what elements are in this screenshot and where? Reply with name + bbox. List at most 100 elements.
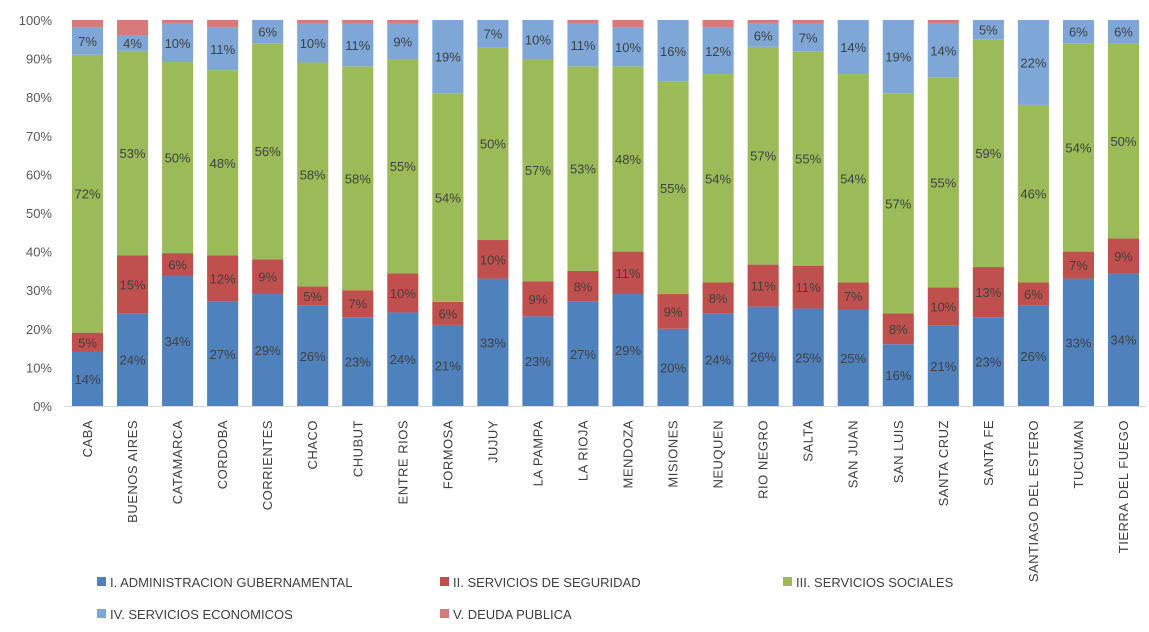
data-label: 14% — [930, 44, 956, 59]
bar-segment — [117, 20, 149, 36]
bar-segment — [342, 317, 374, 406]
data-label: 10% — [930, 300, 956, 315]
bar-segment — [657, 328, 689, 406]
data-label: 54% — [435, 191, 461, 206]
data-label: 6% — [168, 258, 187, 273]
bar-segment — [432, 324, 464, 406]
category-label: ENTRE RIOS — [395, 420, 410, 504]
data-label: 6% — [754, 28, 773, 43]
data-label: 33% — [1065, 335, 1091, 350]
bar-segment — [612, 251, 644, 295]
bar-segment — [162, 62, 194, 254]
bar-segment — [1107, 43, 1140, 239]
data-label: 19% — [885, 50, 911, 65]
data-label: 23% — [975, 355, 1001, 370]
bar-segment — [1107, 20, 1140, 44]
category-label: BUENOS AIRES — [125, 420, 140, 523]
bar-segment — [702, 313, 734, 406]
data-label: 10% — [480, 252, 506, 267]
data-label: 29% — [255, 343, 281, 358]
bar-segment — [162, 276, 194, 406]
category-label: JUJUY — [485, 420, 500, 463]
bar-segment — [1107, 273, 1140, 406]
bar-segment — [522, 58, 554, 282]
bar-segment — [972, 39, 1004, 268]
data-label: 46% — [1020, 187, 1046, 202]
bar-segment — [837, 309, 869, 406]
bar-segment — [882, 20, 914, 94]
category-label: NEUQUEN — [711, 420, 726, 489]
bar-segment — [117, 35, 149, 51]
bar-segment — [927, 77, 959, 288]
bars-group: 14% 5% 72% 7% 24% 15% 53% 4% 34% 6% 50% 10% 27% 12% 48… — [71, 20, 1140, 406]
bar-segment — [1062, 278, 1094, 406]
data-label: 7% — [844, 289, 863, 304]
data-label: 7% — [1069, 258, 1088, 273]
bar-segment — [1017, 20, 1049, 105]
data-label: 11% — [345, 38, 370, 53]
data-label: 55% — [660, 181, 686, 196]
bar-segment — [702, 282, 734, 314]
bar-segment — [1062, 251, 1094, 279]
bar-segment — [747, 264, 779, 307]
y-tick-label: 60% — [26, 167, 52, 182]
category-label: SANTIAGO DEL ESTERO — [1026, 420, 1041, 582]
category-label: CORDOBA — [215, 420, 230, 489]
bar-segment — [837, 20, 869, 75]
data-label: 6% — [1069, 25, 1088, 40]
data-label: 11% — [615, 266, 640, 281]
bar-segment — [252, 259, 284, 295]
data-label: 50% — [1110, 134, 1136, 149]
category-label: TUCUMAN — [1071, 420, 1086, 489]
bar-segment — [567, 301, 599, 406]
bar-segment — [387, 58, 419, 274]
data-label: 57% — [525, 163, 551, 178]
legend-label: II. SERVICIOS DE SEGURIDAD — [453, 575, 641, 590]
bar-segment — [71, 27, 104, 55]
category-label: CHUBUT — [350, 420, 365, 477]
data-label: 11% — [796, 280, 821, 295]
data-label: 10% — [615, 40, 641, 55]
data-label: 11% — [570, 38, 595, 53]
bar-segment — [207, 20, 239, 28]
data-label: 33% — [480, 335, 506, 350]
data-label: 21% — [930, 359, 956, 374]
bar-segment — [702, 74, 734, 283]
bar-segment — [747, 46, 779, 265]
data-label: 59% — [975, 146, 1001, 161]
data-label: 7% — [348, 297, 367, 312]
bar-segment — [207, 255, 239, 302]
bar-segment — [792, 51, 824, 266]
data-label: 4% — [123, 36, 142, 51]
data-label: 9% — [529, 292, 548, 307]
bar-segment — [882, 344, 914, 406]
legend-swatch — [440, 609, 449, 618]
bar-segment — [702, 27, 734, 75]
y-tick-label: 50% — [26, 206, 52, 221]
bar-segment — [747, 306, 779, 406]
y-tick-label: 80% — [26, 90, 52, 105]
data-label: 24% — [390, 352, 416, 367]
data-label: 25% — [795, 350, 821, 365]
category-label: SANTA FE — [981, 420, 996, 486]
bar-segment — [162, 20, 194, 24]
bar-segment — [1062, 43, 1094, 252]
bar-segment — [117, 313, 149, 406]
y-tick-label: 70% — [26, 129, 52, 144]
category-label: SANTA CRUZ — [936, 420, 951, 506]
data-label: 55% — [930, 175, 956, 190]
data-label: 10% — [390, 286, 416, 301]
data-label: 7% — [799, 31, 818, 46]
y-tick-label: 10% — [26, 360, 52, 375]
bar-segment — [927, 287, 959, 326]
y-tick-label: 40% — [26, 245, 52, 260]
data-label: 55% — [795, 151, 821, 166]
bar-segment — [207, 70, 239, 256]
data-label: 14% — [840, 40, 866, 55]
data-label: 26% — [300, 349, 326, 364]
data-label: 58% — [300, 167, 326, 182]
data-label: 5% — [979, 23, 998, 38]
bar-segment — [477, 47, 509, 241]
y-tick-label: 0% — [33, 399, 52, 414]
